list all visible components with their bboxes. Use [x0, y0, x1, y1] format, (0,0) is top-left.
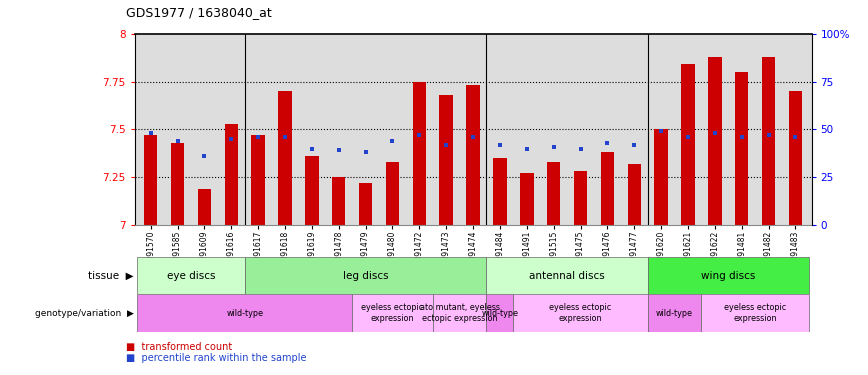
Text: tissue  ▶: tissue ▶: [89, 271, 134, 280]
Bar: [412, 82, 426, 225]
Bar: [252, 135, 265, 225]
Text: eyeless ectopic
expression: eyeless ectopic expression: [361, 303, 424, 323]
Bar: [137, 257, 245, 294]
Text: leg discs: leg discs: [343, 271, 388, 280]
Text: genotype/variation  ▶: genotype/variation ▶: [35, 309, 134, 318]
Text: wing discs: wing discs: [701, 271, 755, 280]
Bar: [648, 257, 809, 294]
Bar: [137, 294, 352, 332]
Bar: [574, 171, 588, 225]
Bar: [513, 294, 648, 332]
Text: eyeless ectopic
expression: eyeless ectopic expression: [724, 303, 786, 323]
Text: wild-type: wild-type: [227, 309, 263, 318]
Bar: [225, 124, 238, 225]
Bar: [789, 91, 802, 225]
Bar: [352, 294, 433, 332]
Bar: [144, 135, 157, 225]
Text: antennal discs: antennal discs: [529, 271, 605, 280]
Bar: [681, 64, 694, 225]
Bar: [486, 257, 648, 294]
Text: wild-type: wild-type: [656, 309, 693, 318]
Bar: [306, 156, 319, 225]
Bar: [279, 91, 292, 225]
Bar: [358, 183, 372, 225]
Bar: [628, 164, 641, 225]
Text: ■  percentile rank within the sample: ■ percentile rank within the sample: [126, 353, 306, 363]
Bar: [385, 162, 399, 225]
Text: ■  transformed count: ■ transformed count: [126, 342, 232, 352]
Bar: [648, 294, 701, 332]
Bar: [708, 57, 721, 225]
Bar: [198, 189, 211, 225]
Bar: [486, 294, 513, 332]
Bar: [433, 294, 486, 332]
Bar: [762, 57, 775, 225]
Bar: [520, 173, 534, 225]
Text: wild-type: wild-type: [482, 309, 518, 318]
Bar: [547, 162, 561, 225]
Bar: [735, 72, 748, 225]
Bar: [466, 86, 480, 225]
Bar: [701, 294, 809, 332]
Bar: [439, 95, 453, 225]
Bar: [171, 143, 184, 225]
Text: eyeless ectopic
expression: eyeless ectopic expression: [549, 303, 612, 323]
Bar: [654, 129, 667, 225]
Text: GDS1977 / 1638040_at: GDS1977 / 1638040_at: [126, 6, 272, 19]
Bar: [332, 177, 345, 225]
Bar: [493, 158, 507, 225]
Bar: [601, 152, 615, 225]
Text: ato mutant, eyeless
ectopic expression: ato mutant, eyeless ectopic expression: [419, 303, 500, 323]
Bar: [245, 257, 486, 294]
Text: eye discs: eye discs: [167, 271, 215, 280]
